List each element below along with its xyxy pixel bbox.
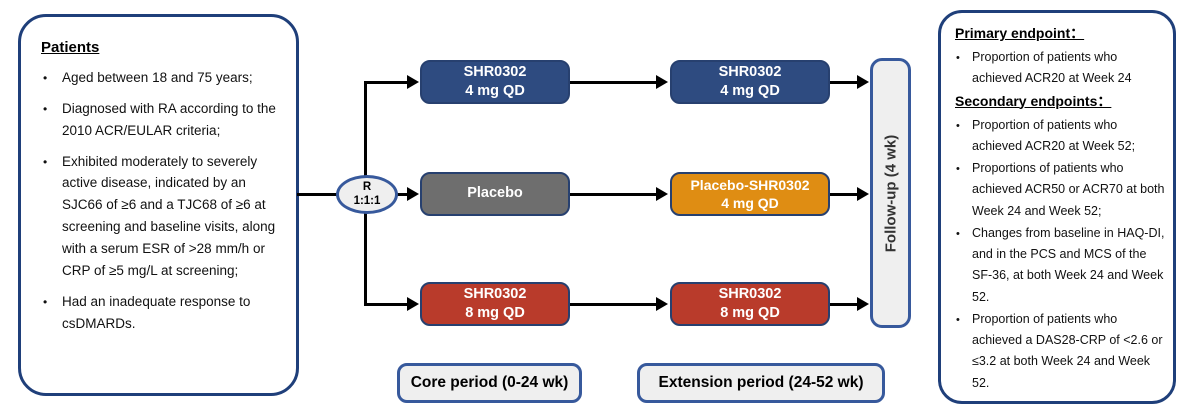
- connector-line: [364, 302, 409, 306]
- arm-label-line1: Placebo-SHR0302: [690, 176, 810, 193]
- connector-line: [830, 80, 859, 84]
- endpoint-item-text: Proportions of patients who achieved ACR…: [972, 161, 1165, 218]
- patient-criterion-text: Had an inadequate response to csDMARDs.: [62, 293, 251, 331]
- bullet-marker: •: [956, 227, 960, 240]
- arm-label-line1: SHR0302: [718, 285, 782, 302]
- randomization-label: R: [362, 181, 372, 194]
- patient-criterion-text: Diagnosed with RA according to the 2010 …: [62, 100, 276, 138]
- endpoint-item: • Proportion of patients who achieved a …: [955, 309, 1167, 394]
- secondary-endpoints-title: Secondary endpoints：: [955, 92, 1112, 109]
- arrow-head-icon: [857, 297, 869, 311]
- bullet-marker: •: [956, 313, 960, 326]
- extension-period-label-box: Extension period (24-52 wk): [637, 363, 885, 403]
- endpoint-item: • Proportion of patients who achieved AC…: [955, 115, 1167, 158]
- patient-criterion: • Had an inadequate response to csDMARDs…: [41, 291, 282, 335]
- follow-up-box: Follow-up (4 wk): [870, 58, 911, 328]
- connector-line: [297, 192, 338, 196]
- bullet-marker: •: [956, 52, 960, 64]
- connector-line: [830, 192, 859, 196]
- patient-criterion: • Aged between 18 and 75 years;: [41, 67, 282, 89]
- endpoint-item-text: Proportion of patients who achieved ACR2…: [972, 117, 1136, 153]
- extension-period-label: Extension period (24-52 wk): [658, 374, 864, 391]
- arm-label-line1: Placebo: [467, 185, 523, 202]
- bullet-marker: •: [43, 71, 48, 85]
- arrow-head-icon: [857, 187, 869, 201]
- arm-box-ext-placebo-shr0302-4mg: Placebo-SHR0302 4 mg QD: [670, 172, 830, 216]
- arm-box-core-shr0302-8mg: SHR0302 8 mg QD: [420, 282, 570, 326]
- connector-line: [570, 192, 658, 196]
- core-period-label-box: Core period (0-24 wk): [397, 363, 582, 403]
- arm-label-line1: SHR0302: [718, 63, 782, 80]
- arrow-head-icon: [407, 187, 419, 201]
- patient-criterion: • Exhibited moderately to severely activ…: [41, 151, 282, 282]
- connector-line: [570, 302, 658, 306]
- arrow-head-icon: [656, 297, 668, 311]
- arm-label-line1: SHR0302: [463, 63, 527, 80]
- patient-criterion-text: Aged between 18 and 75 years;: [62, 70, 253, 85]
- core-period-label: Core period (0-24 wk): [410, 374, 569, 391]
- arm-box-core-placebo: Placebo: [420, 172, 570, 216]
- follow-up-label: Follow-up (4 wk): [882, 134, 899, 252]
- patient-criterion-text: Exhibited moderately to severely active …: [62, 153, 276, 278]
- arrow-head-icon: [857, 75, 869, 89]
- arm-label-line2: 4 mg QD: [721, 195, 779, 211]
- arrow-head-icon: [407, 297, 419, 311]
- arm-box-ext-shr0302-8mg: SHR0302 8 mg QD: [670, 282, 830, 326]
- connector-line: [830, 302, 859, 306]
- randomization-node: R 1:1:1: [336, 175, 398, 214]
- connector-line: [570, 80, 658, 84]
- arrow-head-icon: [656, 187, 668, 201]
- patients-box: Patients • Aged between 18 and 75 years;…: [18, 14, 299, 396]
- arm-label-line1: SHR0302: [463, 285, 527, 302]
- bullet-marker: •: [43, 294, 48, 309]
- connector-line: [397, 192, 409, 196]
- arm-box-ext-shr0302-4mg: SHR0302 4 mg QD: [670, 60, 830, 104]
- patients-title: Patients: [41, 39, 100, 56]
- bullet-marker: •: [956, 163, 960, 175]
- bullet-marker: •: [956, 119, 960, 132]
- arm-label-line2: 4 mg QD: [465, 83, 525, 99]
- arm-label-line2: 8 mg QD: [465, 305, 525, 321]
- endpoint-item: • Proportion of patients who achieved AC…: [955, 47, 1167, 90]
- arrow-head-icon: [407, 75, 419, 89]
- arm-box-core-shr0302-4mg: SHR0302 4 mg QD: [420, 60, 570, 104]
- connector-line: [364, 80, 409, 84]
- arm-label-line2: 8 mg QD: [720, 305, 780, 321]
- endpoint-item: • Changes from baseline in HAQ-DI, and i…: [955, 223, 1167, 308]
- bullet-marker: •: [43, 101, 48, 116]
- endpoint-item-text: Changes from baseline in HAQ-DI, and in …: [972, 225, 1165, 304]
- randomization-ratio: 1:1:1: [353, 194, 381, 207]
- endpoint-item-text: Proportion of patients who achieved a DA…: [972, 311, 1163, 390]
- endpoint-item-text: Proportion of patients who achieved ACR2…: [972, 50, 1132, 86]
- arm-label-line2: 4 mg QD: [720, 83, 780, 99]
- patient-criterion: • Diagnosed with RA according to the 201…: [41, 98, 282, 142]
- arrow-head-icon: [656, 75, 668, 89]
- endpoint-item: • Proportions of patients who achieved A…: [955, 158, 1167, 222]
- endpoints-box: Primary endpoint： • Proportion of patien…: [938, 10, 1176, 404]
- primary-endpoint-title: Primary endpoint：: [955, 25, 1085, 41]
- bullet-marker: •: [43, 154, 48, 169]
